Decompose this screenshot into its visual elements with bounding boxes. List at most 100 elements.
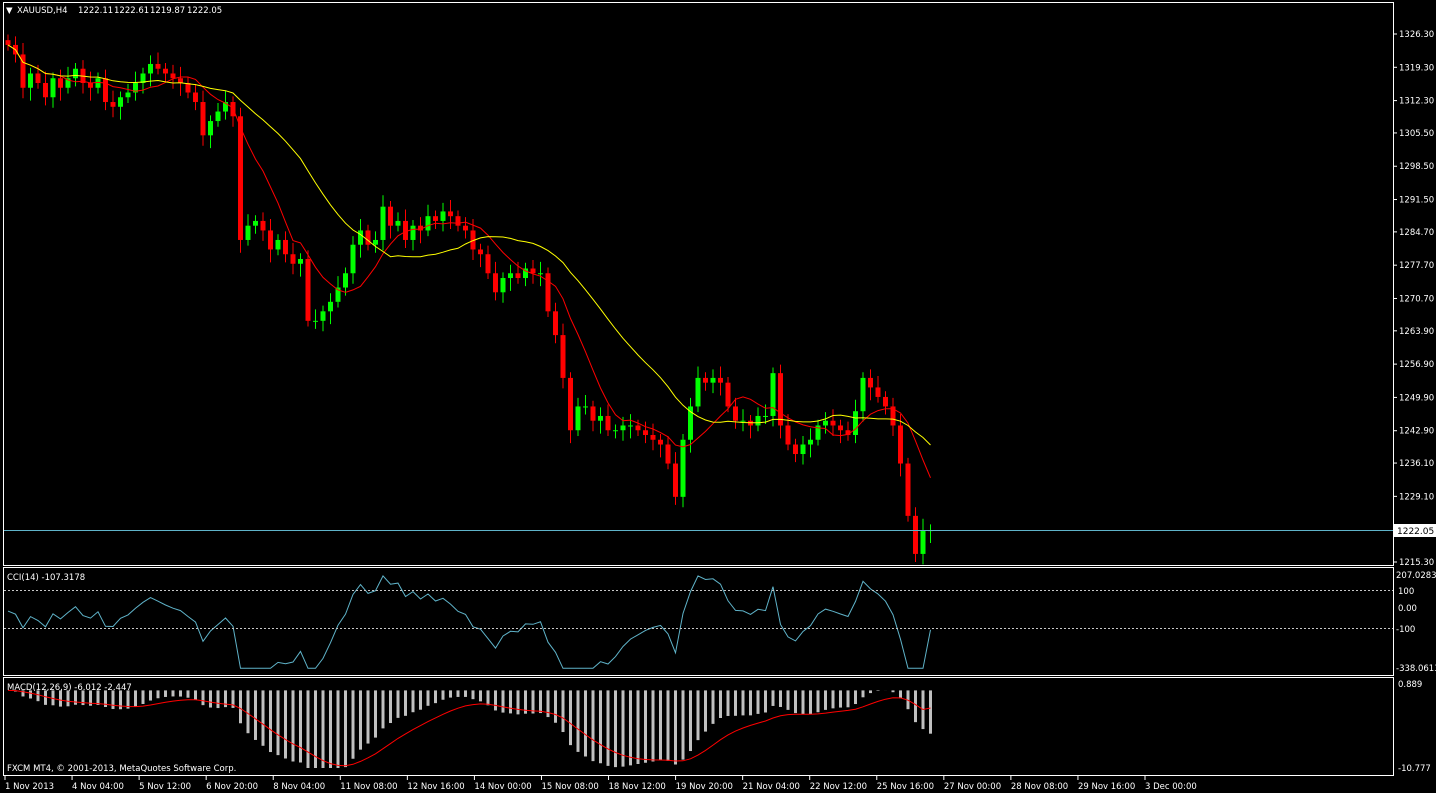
candle <box>253 215 258 234</box>
candle <box>823 412 828 434</box>
candle <box>673 452 678 505</box>
candle-body <box>493 273 498 293</box>
cci-tick-max: 207.0283 <box>1396 571 1436 581</box>
candle <box>95 72 101 94</box>
candle-body <box>305 258 311 321</box>
candle-body <box>65 78 71 88</box>
candle <box>695 366 701 413</box>
candle <box>733 397 738 429</box>
candle <box>455 210 461 232</box>
candle <box>800 435 806 465</box>
candle-body <box>118 97 123 107</box>
candle <box>358 219 363 258</box>
candle-body <box>838 425 843 431</box>
candle-body <box>358 230 363 245</box>
candle-body <box>508 273 513 279</box>
candle-body <box>710 377 716 383</box>
time-tick-label: 5 Nov 12:00 <box>139 782 191 792</box>
moving-averages-layer <box>7 44 931 478</box>
candle-body <box>815 425 821 440</box>
chart-menu-arrow-icon[interactable]: ▼ <box>6 6 13 16</box>
candle-body <box>5 40 11 45</box>
price-tick-label: 1326.30 <box>1399 30 1434 40</box>
time-tick-label: 4 Nov 04:00 <box>72 782 124 792</box>
price-tick-label: 1291.50 <box>1399 196 1434 206</box>
candle <box>860 372 866 422</box>
candle <box>380 195 386 251</box>
candle <box>215 102 221 127</box>
candle <box>710 369 716 394</box>
macd-signal-line <box>7 689 931 767</box>
candle <box>223 90 228 120</box>
candle-body <box>275 239 281 250</box>
candle-body <box>268 230 273 250</box>
candle <box>283 231 288 263</box>
candle-body <box>530 268 536 274</box>
candle <box>740 409 746 432</box>
candle-body <box>328 301 333 312</box>
candle-body <box>343 273 348 288</box>
candle-body <box>613 430 618 432</box>
candle <box>928 524 933 543</box>
candle <box>748 415 753 439</box>
candle <box>178 66 183 96</box>
candle <box>5 34 11 51</box>
cci-tick-0: 0.00 <box>1398 604 1417 614</box>
candle <box>718 366 723 396</box>
candle-body <box>695 377 701 407</box>
candle-body <box>770 373 776 416</box>
candle <box>433 210 438 230</box>
price-tick-label: 1229.10 <box>1399 492 1434 502</box>
candle-body <box>395 220 401 226</box>
candle <box>88 71 93 101</box>
candle-body <box>650 434 656 440</box>
current-price-value: 1222.05 <box>1397 527 1434 537</box>
candle <box>628 414 633 439</box>
candle-body <box>725 382 731 407</box>
candle <box>20 43 26 99</box>
time-tick-label: 18 Nov 12:00 <box>609 782 666 792</box>
candle <box>658 434 663 458</box>
candle <box>463 217 468 239</box>
candle-body <box>808 439 813 445</box>
candle-body <box>793 444 798 455</box>
price-tick-label: 1256.90 <box>1399 360 1434 370</box>
candle-body <box>575 406 581 431</box>
candle <box>905 457 911 522</box>
candle <box>890 397 896 436</box>
candle <box>313 309 318 329</box>
price-tick-label: 1270.70 <box>1399 294 1434 304</box>
candle <box>523 262 528 287</box>
candle <box>410 219 416 251</box>
candle-body <box>388 206 393 226</box>
ohlc-close: 1222.05 <box>187 6 222 16</box>
price-tick-label: 1319.30 <box>1399 63 1434 73</box>
candle <box>605 404 611 436</box>
time-tick-label: 11 Nov 08:00 <box>340 782 397 792</box>
candle <box>395 212 401 232</box>
candle-body <box>260 220 266 231</box>
candle-body <box>905 463 911 516</box>
candle-body <box>170 73 176 79</box>
price-tick-label: 1312.30 <box>1399 97 1434 107</box>
cci-tick-minus100: -100 <box>1396 625 1415 635</box>
candle <box>883 391 888 415</box>
time-tick-label: 22 Nov 12:00 <box>810 782 867 792</box>
candle <box>275 234 281 256</box>
candle <box>133 71 138 101</box>
candle <box>28 67 33 101</box>
candle <box>170 64 176 89</box>
time-tick-label: 29 Nov 16:00 <box>1078 782 1135 792</box>
candle <box>778 364 783 439</box>
candle <box>853 399 858 444</box>
time-tick-label: 28 Nov 08:00 <box>1011 782 1068 792</box>
time-tick-label: 15 Nov 08:00 <box>541 782 598 792</box>
candle-body <box>335 287 341 302</box>
candle-body <box>148 63 153 74</box>
current-price-marker <box>1394 524 1436 537</box>
candle-body <box>883 396 888 407</box>
time-tick-label: 27 Nov 00:00 <box>944 782 1001 792</box>
time-tick-label: 19 Nov 20:00 <box>676 782 733 792</box>
candle-body <box>515 273 521 279</box>
